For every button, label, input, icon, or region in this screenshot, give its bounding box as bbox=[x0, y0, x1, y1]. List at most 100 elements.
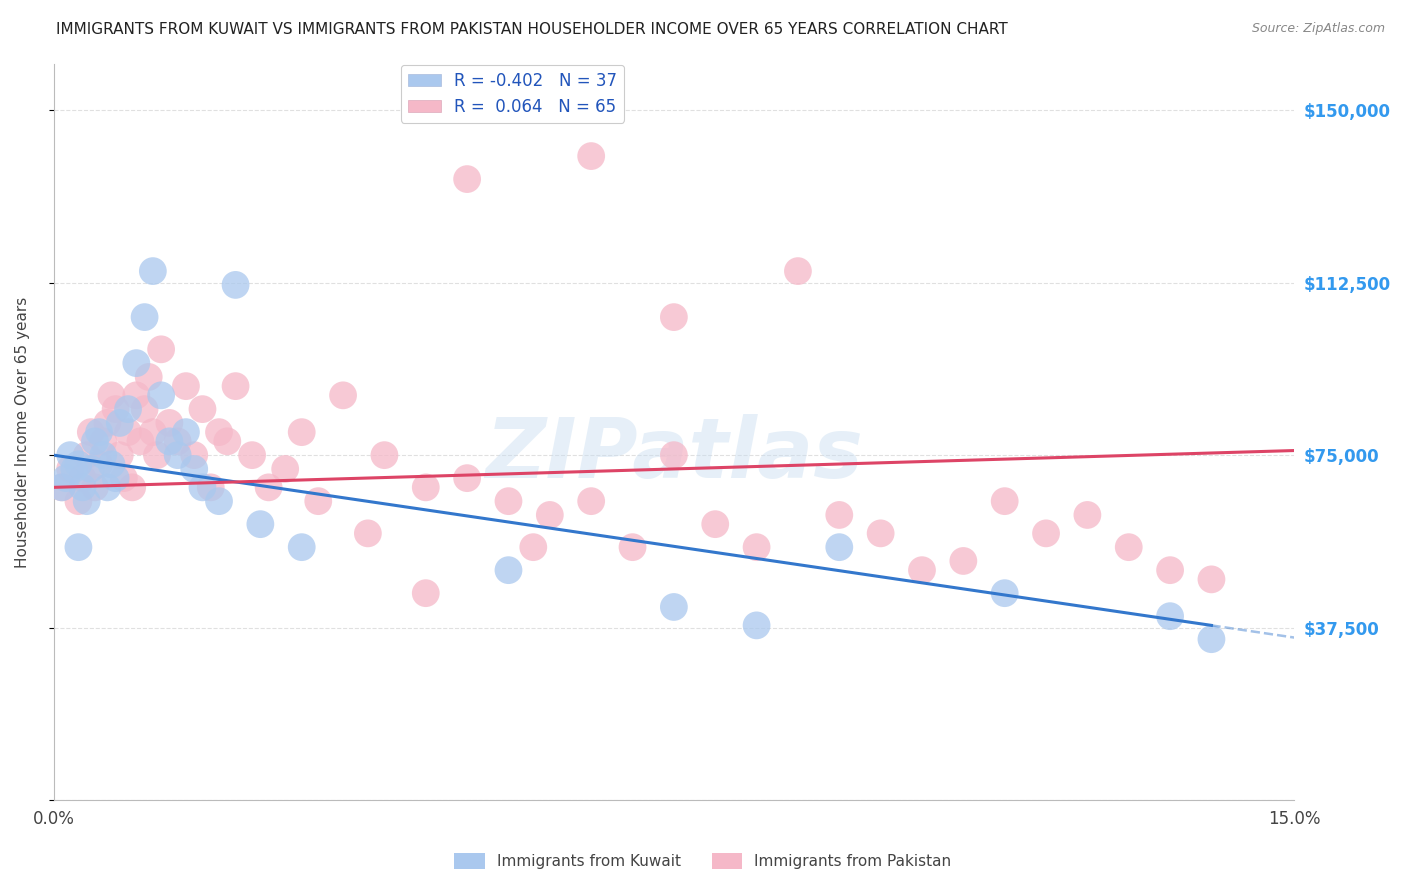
Point bbox=[100, 388, 122, 402]
Point bbox=[579, 149, 602, 163]
Point bbox=[952, 554, 974, 568]
Point bbox=[125, 388, 148, 402]
Point bbox=[59, 462, 82, 476]
Point bbox=[59, 448, 82, 462]
Point bbox=[225, 379, 247, 393]
Point bbox=[1201, 573, 1223, 587]
Point bbox=[208, 494, 231, 508]
Point bbox=[357, 526, 380, 541]
Point bbox=[456, 471, 478, 485]
Point bbox=[55, 471, 77, 485]
Point bbox=[76, 494, 98, 508]
Point bbox=[662, 310, 685, 325]
Point bbox=[84, 480, 107, 494]
Point bbox=[415, 586, 437, 600]
Point bbox=[456, 172, 478, 186]
Point bbox=[1159, 563, 1181, 577]
Point bbox=[117, 402, 139, 417]
Point bbox=[1159, 609, 1181, 624]
Point bbox=[183, 448, 205, 462]
Point bbox=[117, 425, 139, 439]
Point bbox=[174, 379, 197, 393]
Point bbox=[745, 618, 768, 632]
Text: IMMIGRANTS FROM KUWAIT VS IMMIGRANTS FROM PAKISTAN HOUSEHOLDER INCOME OVER 65 YE: IMMIGRANTS FROM KUWAIT VS IMMIGRANTS FRO… bbox=[56, 22, 1008, 37]
Point bbox=[146, 448, 169, 462]
Point bbox=[538, 508, 561, 522]
Point bbox=[129, 434, 152, 449]
Point bbox=[138, 370, 160, 384]
Point bbox=[274, 462, 297, 476]
Point bbox=[76, 448, 98, 462]
Point bbox=[621, 540, 644, 554]
Point bbox=[225, 277, 247, 292]
Text: ZIPatlas: ZIPatlas bbox=[485, 414, 863, 495]
Point bbox=[662, 599, 685, 614]
Point bbox=[191, 402, 214, 417]
Point bbox=[134, 310, 156, 325]
Point bbox=[373, 448, 395, 462]
Point bbox=[522, 540, 544, 554]
Legend: Immigrants from Kuwait, Immigrants from Pakistan: Immigrants from Kuwait, Immigrants from … bbox=[449, 847, 957, 875]
Point bbox=[134, 402, 156, 417]
Point bbox=[191, 480, 214, 494]
Point bbox=[208, 425, 231, 439]
Point bbox=[579, 494, 602, 508]
Point bbox=[51, 480, 73, 494]
Point bbox=[51, 480, 73, 494]
Point bbox=[1118, 540, 1140, 554]
Point bbox=[787, 264, 810, 278]
Point bbox=[994, 494, 1017, 508]
Point bbox=[307, 494, 329, 508]
Point bbox=[63, 462, 86, 476]
Point bbox=[828, 540, 851, 554]
Point bbox=[150, 343, 173, 357]
Point bbox=[291, 425, 314, 439]
Point bbox=[166, 448, 188, 462]
Point bbox=[67, 494, 90, 508]
Point bbox=[745, 540, 768, 554]
Y-axis label: Householder Income Over 65 years: Householder Income Over 65 years bbox=[15, 296, 30, 568]
Point bbox=[662, 448, 685, 462]
Point bbox=[91, 448, 114, 462]
Point bbox=[828, 508, 851, 522]
Point bbox=[200, 480, 222, 494]
Point bbox=[108, 448, 131, 462]
Point bbox=[142, 264, 165, 278]
Point bbox=[72, 480, 94, 494]
Point bbox=[1076, 508, 1098, 522]
Point bbox=[911, 563, 934, 577]
Point bbox=[96, 416, 118, 430]
Point bbox=[84, 434, 107, 449]
Point bbox=[121, 480, 143, 494]
Point bbox=[80, 462, 103, 476]
Point bbox=[142, 425, 165, 439]
Point bbox=[80, 425, 103, 439]
Point bbox=[498, 563, 520, 577]
Point bbox=[104, 402, 127, 417]
Point bbox=[112, 471, 135, 485]
Point bbox=[91, 434, 114, 449]
Point bbox=[96, 480, 118, 494]
Point bbox=[157, 416, 180, 430]
Point bbox=[217, 434, 239, 449]
Point bbox=[249, 517, 271, 532]
Point bbox=[291, 540, 314, 554]
Legend: R = -0.402   N = 37, R =  0.064   N = 65: R = -0.402 N = 37, R = 0.064 N = 65 bbox=[401, 65, 624, 123]
Point bbox=[100, 458, 122, 472]
Point bbox=[166, 434, 188, 449]
Point bbox=[104, 471, 127, 485]
Point bbox=[498, 494, 520, 508]
Point bbox=[72, 471, 94, 485]
Point bbox=[157, 434, 180, 449]
Point bbox=[240, 448, 263, 462]
Point bbox=[125, 356, 148, 370]
Point bbox=[704, 517, 727, 532]
Point bbox=[869, 526, 891, 541]
Point bbox=[67, 540, 90, 554]
Point bbox=[87, 425, 110, 439]
Point bbox=[87, 458, 110, 472]
Point bbox=[67, 458, 90, 472]
Point bbox=[332, 388, 354, 402]
Point bbox=[174, 425, 197, 439]
Point bbox=[1035, 526, 1057, 541]
